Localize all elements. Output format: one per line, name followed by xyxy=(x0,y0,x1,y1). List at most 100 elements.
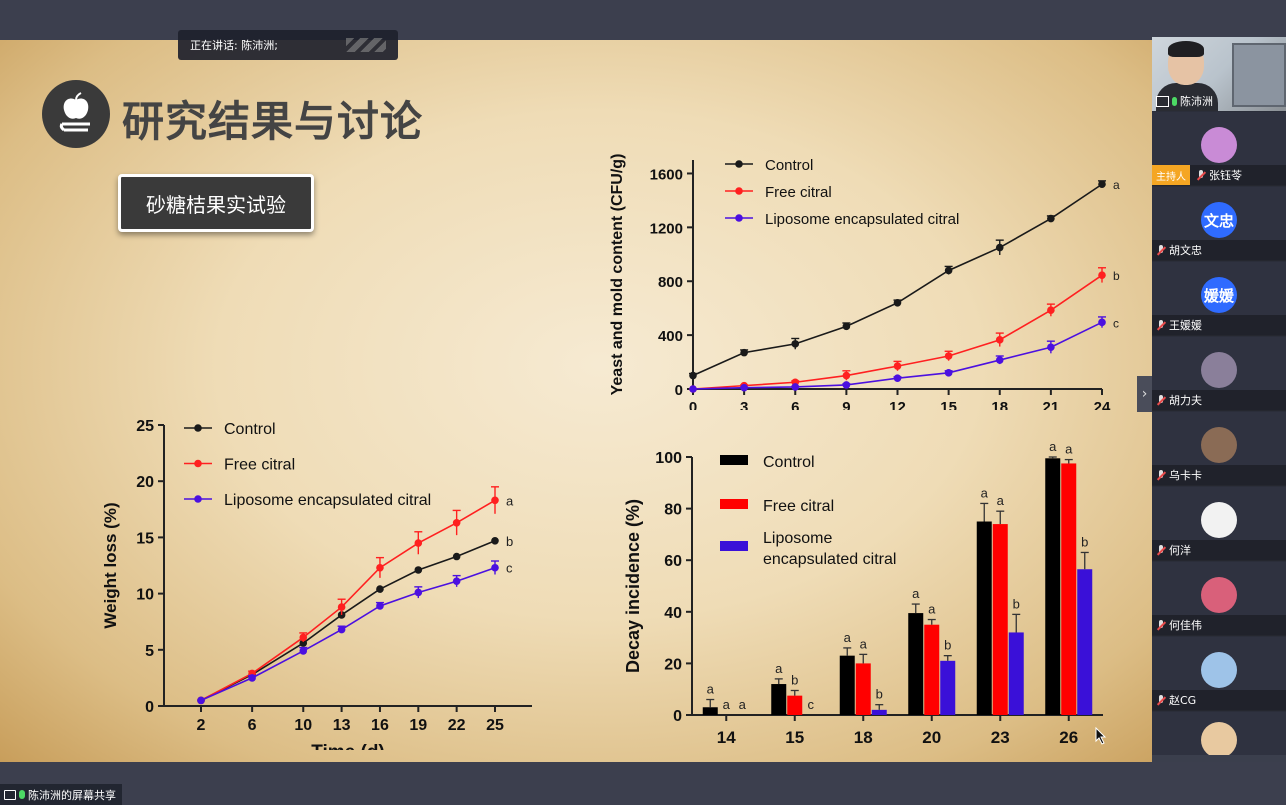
avatar xyxy=(1201,427,1237,463)
participant-tile[interactable]: 赵CG xyxy=(1152,637,1286,711)
data-point xyxy=(452,518,461,527)
participant-name: 何佳伟 xyxy=(1169,619,1202,632)
participant-tile[interactable] xyxy=(1152,712,1286,755)
avatar xyxy=(1201,577,1237,613)
data-point xyxy=(452,577,461,586)
legend-swatch xyxy=(720,541,748,551)
expand-sidebar-button[interactable]: › xyxy=(1137,376,1152,412)
data-point xyxy=(299,633,308,642)
data-point xyxy=(414,566,423,574)
data-point xyxy=(299,639,308,647)
data-point xyxy=(376,602,384,610)
y-tick-label: 20 xyxy=(136,474,154,491)
data-point xyxy=(842,371,851,380)
data-point xyxy=(1098,271,1106,279)
data-point xyxy=(791,340,800,348)
x-tick-label: 18 xyxy=(991,399,1008,410)
y-tick-label: 60 xyxy=(664,553,682,570)
participant-name: 胡力夫 xyxy=(1169,394,1202,407)
y-tick-label: 15 xyxy=(136,530,154,547)
x-tick-label: 18 xyxy=(854,728,873,747)
x-tick-label: 16 xyxy=(371,717,389,734)
data-point xyxy=(842,381,851,389)
bar xyxy=(1061,463,1077,715)
y-tick-label: 800 xyxy=(658,274,683,291)
participant-name: 胡文忠 xyxy=(1169,244,1202,257)
host-badge: 主持人 xyxy=(1152,165,1190,185)
bar xyxy=(871,709,887,715)
significance-letter: a xyxy=(981,485,989,500)
participant-tile[interactable]: 何佳伟 xyxy=(1152,562,1286,636)
significance-letter: a xyxy=(912,586,920,601)
data-point xyxy=(944,266,953,275)
data-point xyxy=(376,563,384,572)
significance-letter: a xyxy=(997,493,1005,508)
significance-letter: b xyxy=(944,638,951,653)
participant-tile[interactable]: 何洋 xyxy=(1152,487,1286,561)
significance-letter: a xyxy=(739,697,747,712)
significance-letter: b xyxy=(506,534,513,549)
mouse-cursor-icon xyxy=(1095,727,1107,745)
legend-marker xyxy=(735,214,743,222)
mic-muted-icon xyxy=(1156,244,1166,256)
y-tick-label: 40 xyxy=(664,605,682,622)
significance-letter: c xyxy=(506,561,513,576)
participant-tile[interactable]: 陈沛洲 xyxy=(1152,37,1286,111)
avatar xyxy=(1201,127,1237,163)
significance-letter: b xyxy=(1013,596,1020,611)
x-tick-label: 3 xyxy=(740,399,748,410)
data-point xyxy=(944,369,953,377)
x-tick-label: 19 xyxy=(409,717,427,734)
data-point xyxy=(491,496,499,505)
data-point xyxy=(995,336,1004,344)
data-point xyxy=(414,588,423,597)
participant-sidebar: 陈沛洲 主持人 张钰苓 文忠 胡文忠 媛媛 王媛媛 胡力夫 xyxy=(1152,37,1286,755)
significance-letter: a xyxy=(1065,442,1073,457)
data-point xyxy=(491,536,499,545)
legend-label: Free citral xyxy=(224,457,295,474)
significance-letter: a xyxy=(928,602,936,617)
bar xyxy=(1008,632,1024,715)
x-tick-label: 12 xyxy=(889,399,906,410)
legend-label: Control xyxy=(224,421,276,438)
mic-on-icon xyxy=(1172,96,1177,106)
significance-letter: b xyxy=(1081,534,1088,549)
participant-tile[interactable]: 主持人 张钰苓 xyxy=(1152,112,1286,186)
screen-share-icon xyxy=(1156,95,1169,107)
significance-letter: a xyxy=(844,630,852,645)
participant-tile[interactable]: 乌卡卡 xyxy=(1152,412,1286,486)
participant-name: 何洋 xyxy=(1169,544,1191,557)
y-axis-label: Yeast and mold content (CFU/g) xyxy=(609,154,626,396)
significance-letter: a xyxy=(506,493,514,508)
y-tick-label: 10 xyxy=(136,587,154,604)
x-tick-label: 22 xyxy=(448,717,466,734)
significance-letter: a xyxy=(775,661,783,676)
x-tick-label: 21 xyxy=(1043,399,1060,410)
x-tick-label: 14 xyxy=(717,728,736,747)
legend-label: Control xyxy=(763,454,815,471)
data-point xyxy=(299,647,308,655)
mic-muted-icon xyxy=(1156,319,1166,331)
bar xyxy=(787,695,803,715)
significance-letter: b xyxy=(791,672,798,687)
series-line xyxy=(200,540,496,702)
x-tick-label: 20 xyxy=(922,728,941,747)
participant-tile[interactable]: 文忠 胡文忠 xyxy=(1152,187,1286,261)
yeast-mold-chart: 04008001200160003691215182124Time (d)Yea… xyxy=(609,154,1120,410)
series-line xyxy=(692,274,1103,390)
bar xyxy=(1077,569,1093,715)
participant-tile[interactable]: 媛媛 王媛媛 xyxy=(1152,262,1286,336)
legend-marker xyxy=(194,459,202,468)
avatar xyxy=(1201,352,1237,388)
data-point xyxy=(248,674,256,682)
legend-label: Liposome encapsulated citral xyxy=(763,530,896,568)
y-tick-label: 5 xyxy=(145,643,154,660)
participant-tile[interactable]: 胡力夫 xyxy=(1152,337,1286,411)
participant-video xyxy=(1152,37,1286,111)
bar xyxy=(924,624,940,715)
slide-title: 研究结果与讨论 xyxy=(122,97,424,146)
screen-share-label[interactable]: 陈沛洲的屏幕共享 xyxy=(0,784,122,805)
avatar xyxy=(1201,652,1237,688)
bar xyxy=(1045,458,1061,715)
